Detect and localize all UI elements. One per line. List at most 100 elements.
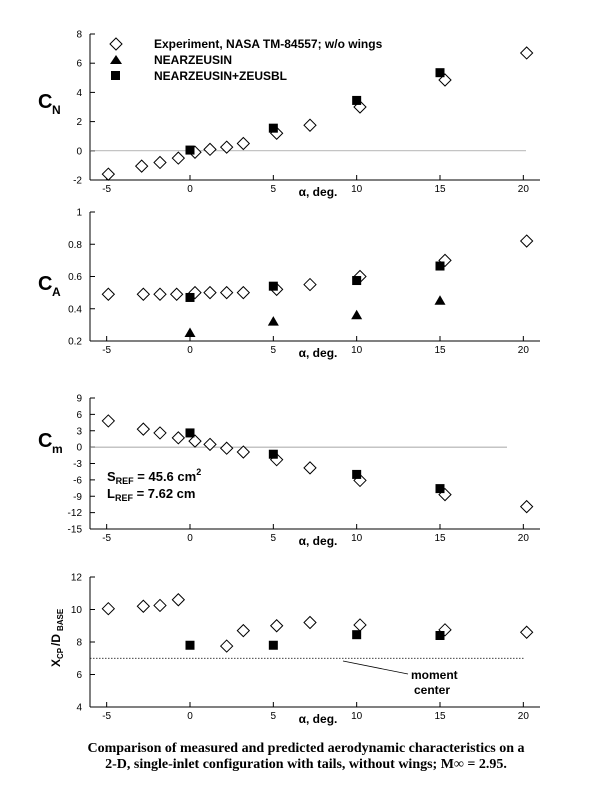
zeusbl-square-point: [435, 631, 445, 640]
svg-text:X: X: [49, 659, 63, 667]
zeusbl-square-point: [268, 281, 278, 291]
y-tick-label-ca: 0.2: [68, 337, 82, 348]
zeusbl-square-point: [268, 640, 278, 650]
experiment-diamond-point: [136, 599, 151, 613]
y-tick-label-cm: -15: [68, 525, 83, 536]
svg-text:A: A: [52, 285, 61, 299]
x-axis-label-ca: α, deg.: [299, 346, 338, 360]
x-tick-label-ca: 20: [518, 345, 530, 356]
x-axis-label-cm: α, deg.: [299, 534, 338, 548]
y-tick-label-xcp: 6: [76, 670, 82, 681]
experiment-diamond-point: [203, 437, 217, 452]
experiment-diamond-point: [169, 287, 184, 301]
y-tick-label-cm: -6: [73, 475, 82, 486]
y-tick-label-cn: 6: [76, 59, 82, 70]
y-tick-label-cn: 4: [76, 88, 82, 99]
experiment-diamond-point: [153, 598, 167, 613]
experiment-diamond-point: [303, 461, 317, 475]
x-axis-label-xcp: α, deg.: [299, 712, 338, 726]
x-tick-label-cm: 0: [187, 533, 193, 544]
experiment-diamond-point: [136, 287, 151, 301]
experiment-diamond-point: [519, 46, 534, 60]
x-tick-label-ca: 5: [271, 345, 277, 356]
x-tick-label-cm: 5: [271, 533, 277, 544]
experiment-diamond-point: [188, 434, 202, 448]
moment-center-leader: [342, 660, 409, 675]
experiment-diamond-point: [269, 619, 284, 633]
experiment-diamond-point: [101, 414, 116, 428]
x-tick-label-ca: -5: [102, 345, 111, 356]
zeusbl-square-point: [268, 123, 278, 133]
y-tick-label-cn: 2: [76, 117, 82, 128]
ylabel-xcp: X CP /D BASE: [49, 608, 65, 667]
x-tick-label-xcp: 0: [187, 711, 193, 722]
x-tick-label-ca: 10: [351, 345, 363, 356]
chart-panel-ca: 0.2 0.4 0.6 0.8 1 -5 0 5 10 15 20 α, deg.: [68, 208, 540, 360]
experiment-diamond-point: [219, 639, 234, 653]
zeusbl-square-point: [268, 449, 278, 459]
y-tick-label-xcp: 8: [76, 638, 82, 649]
svg-text:C: C: [38, 273, 52, 295]
experiment-diamond-point: [153, 155, 167, 170]
figure-caption: Comparison of measured and predicted aer…: [0, 741, 612, 773]
experiment-diamond-point: [438, 623, 452, 637]
experiment-diamond-point: [171, 593, 186, 607]
y-tick-label-cn: 8: [76, 30, 82, 41]
experiment-diamond-point: [101, 601, 116, 616]
legend-square-marker: [111, 71, 120, 80]
experiment-diamond-point: [101, 167, 116, 181]
x-tick-label-xcp: 5: [271, 711, 277, 722]
experiment-diamond-point: [153, 287, 167, 301]
legend-label-experiment: Experiment, NASA TM-84557; w/o wings: [154, 37, 383, 51]
nearzeusin-triangle-point: [184, 327, 196, 337]
moment-center-label-2: center: [414, 683, 450, 697]
experiment-diamond-point: [353, 618, 367, 632]
experiment-diamond-point: [519, 499, 534, 514]
x-tick-label-cn: 10: [351, 184, 363, 195]
x-axis-label-cn: α, deg.: [299, 185, 338, 199]
zeusbl-square-point: [185, 292, 195, 302]
y-tick-label-ca: 0.6: [68, 272, 82, 283]
experiment-diamond-point: [236, 285, 251, 300]
x-tick-label-ca: 15: [434, 345, 446, 356]
experiment-diamond-point: [171, 151, 186, 165]
zeusbl-square-point: [435, 68, 445, 78]
x-tick-label-cm: 10: [351, 533, 363, 544]
x-tick-label-cn: -5: [102, 184, 111, 195]
zeusbl-square-point: [352, 276, 362, 286]
experiment-diamond-point: [136, 422, 151, 436]
experiment-diamond-point: [519, 234, 534, 248]
caption-line-1: Comparison of measured and predicted aer…: [87, 741, 525, 756]
y-tick-label-cn: 0: [76, 146, 82, 157]
y-tick-label-cm: 3: [76, 426, 82, 437]
chart-panel-xcp: 4 6 8 10 12 -5 0 5 10 15 20 α, deg.: [71, 573, 540, 726]
x-tick-label-ca: 0: [187, 345, 193, 356]
y-tick-label-xcp: 10: [71, 605, 83, 616]
experiment-diamond-point: [303, 615, 317, 630]
x-tick-label-cm: -5: [102, 533, 111, 544]
svg-text:C: C: [38, 430, 52, 452]
caption-line-2: 2-D, single-inlet configuration with tai…: [105, 757, 507, 772]
zeusbl-square-point: [185, 640, 195, 650]
svg-text:CP: CP: [56, 647, 65, 659]
chart-panel-cn: -2 0 2 4 6 8 -5 0 5 10 15 20 α, deg.: [73, 30, 540, 199]
sref-text: SREF = 45.6 cm2: [107, 467, 201, 486]
x-tick-label-xcp: 20: [518, 711, 530, 722]
y-tick-label-xcp: 4: [76, 703, 82, 714]
legend: Experiment, NASA TM-84557; w/o wings NEA…: [109, 37, 383, 83]
x-tick-label-cm: 20: [518, 533, 530, 544]
svg-text:C: C: [38, 91, 52, 113]
y-tick-label-ca: 1: [76, 208, 82, 219]
svg-text:N: N: [52, 103, 61, 117]
legend-label-zeusbl: NEARZEUSIN+ZEUSBL: [154, 69, 287, 83]
nearzeusin-triangle-point: [434, 295, 446, 305]
experiment-diamond-point: [219, 285, 234, 300]
y-tick-label-ca: 0.4: [68, 304, 82, 315]
zeusbl-square-point: [352, 469, 362, 479]
experiment-diamond-point: [203, 285, 217, 300]
legend-triangle-marker: [110, 55, 122, 64]
y-tick-label-cn: -2: [73, 176, 82, 187]
